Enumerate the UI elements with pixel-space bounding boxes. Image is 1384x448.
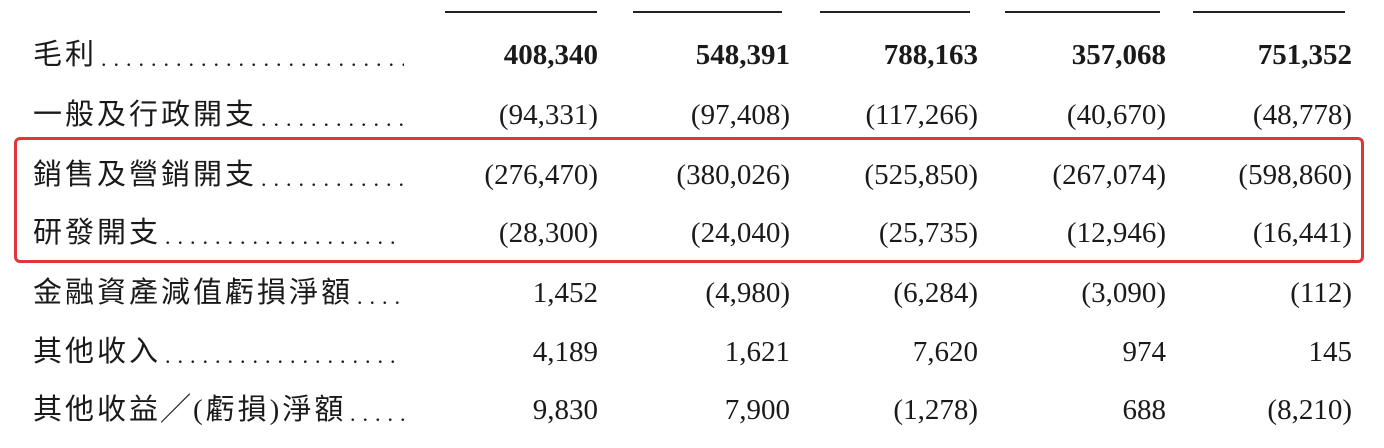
table-row: 毛利......................................… <box>0 30 1384 80</box>
dot-leader: ........................................ <box>261 106 404 131</box>
cell-value: (6,284) <box>893 277 978 309</box>
row-label: 其他收入 <box>33 336 162 368</box>
cell-value: 145 <box>1308 336 1353 368</box>
dot-leader: ........................................ <box>165 343 404 368</box>
cell-value: (525,850) <box>864 159 978 191</box>
row-label: 金融資產減值虧損淨額 <box>33 277 354 309</box>
row-label: 毛利 <box>33 39 98 71</box>
cell-value: (3,090) <box>1081 277 1166 309</box>
rule <box>1005 11 1160 13</box>
row-label: 銷售及營銷開支 <box>33 159 258 191</box>
cell-value: 408,340 <box>503 39 598 71</box>
dot-leader: ........................................ <box>101 46 404 71</box>
table-row: 研發開支....................................… <box>0 208 1384 258</box>
cell-value: (598,860) <box>1238 159 1352 191</box>
cell-value: 1,621 <box>724 336 790 368</box>
row-label: 一般及行政開支 <box>33 99 258 131</box>
table-row: 銷售及營銷開支.................................… <box>0 150 1384 200</box>
cell-value: (267,074) <box>1052 159 1166 191</box>
cell-value: (94,331) <box>498 99 598 131</box>
cell-value: (1,278) <box>893 394 978 426</box>
rule <box>1193 11 1345 13</box>
table-row: 其他收入....................................… <box>0 327 1384 377</box>
cell-value: (380,026) <box>676 159 790 191</box>
cell-value: (97,408) <box>690 99 790 131</box>
cell-value: (12,946) <box>1066 217 1166 249</box>
dot-leader: ........................................ <box>350 401 404 426</box>
dot-leader: ........................................ <box>165 224 404 249</box>
dot-leader: ........................................ <box>357 284 404 309</box>
rule <box>820 11 970 13</box>
cell-value: (24,040) <box>690 217 790 249</box>
table-row: 其他收益╱(虧損)淨額.............................… <box>0 385 1384 435</box>
cell-value: (25,735) <box>878 217 978 249</box>
cell-value: (4,980) <box>705 277 790 309</box>
cell-value: 4,189 <box>532 336 598 368</box>
cell-value: 1,452 <box>532 277 598 309</box>
cell-value: (8,210) <box>1267 394 1352 426</box>
table-row: 一般及行政開支.................................… <box>0 90 1384 140</box>
rule <box>445 11 597 13</box>
cell-value: 788,163 <box>883 39 978 71</box>
dot-leader: ........................................ <box>261 166 404 191</box>
cell-value: (112) <box>1290 277 1352 309</box>
table-row: 金融資產減值虧損淨額..............................… <box>0 268 1384 318</box>
highlight-box <box>14 137 1364 263</box>
cell-value: 974 <box>1122 336 1167 368</box>
row-label: 研發開支 <box>33 217 162 249</box>
cell-value: 9,830 <box>532 394 598 426</box>
cell-value: (48,778) <box>1252 99 1352 131</box>
rule <box>633 11 782 13</box>
cell-value: 548,391 <box>695 39 790 71</box>
cell-value: 751,352 <box>1257 39 1352 71</box>
cell-value: 357,068 <box>1071 39 1166 71</box>
cell-value: (276,470) <box>484 159 598 191</box>
cell-value: 688 <box>1122 394 1167 426</box>
cell-value: (117,266) <box>865 99 979 131</box>
cell-value: 7,900 <box>724 394 790 426</box>
cell-value: (16,441) <box>1252 217 1352 249</box>
cell-value: (40,670) <box>1066 99 1166 131</box>
cell-value: 7,620 <box>912 336 978 368</box>
cell-value: (28,300) <box>498 217 598 249</box>
row-label: 其他收益╱(虧損)淨額 <box>33 394 347 426</box>
